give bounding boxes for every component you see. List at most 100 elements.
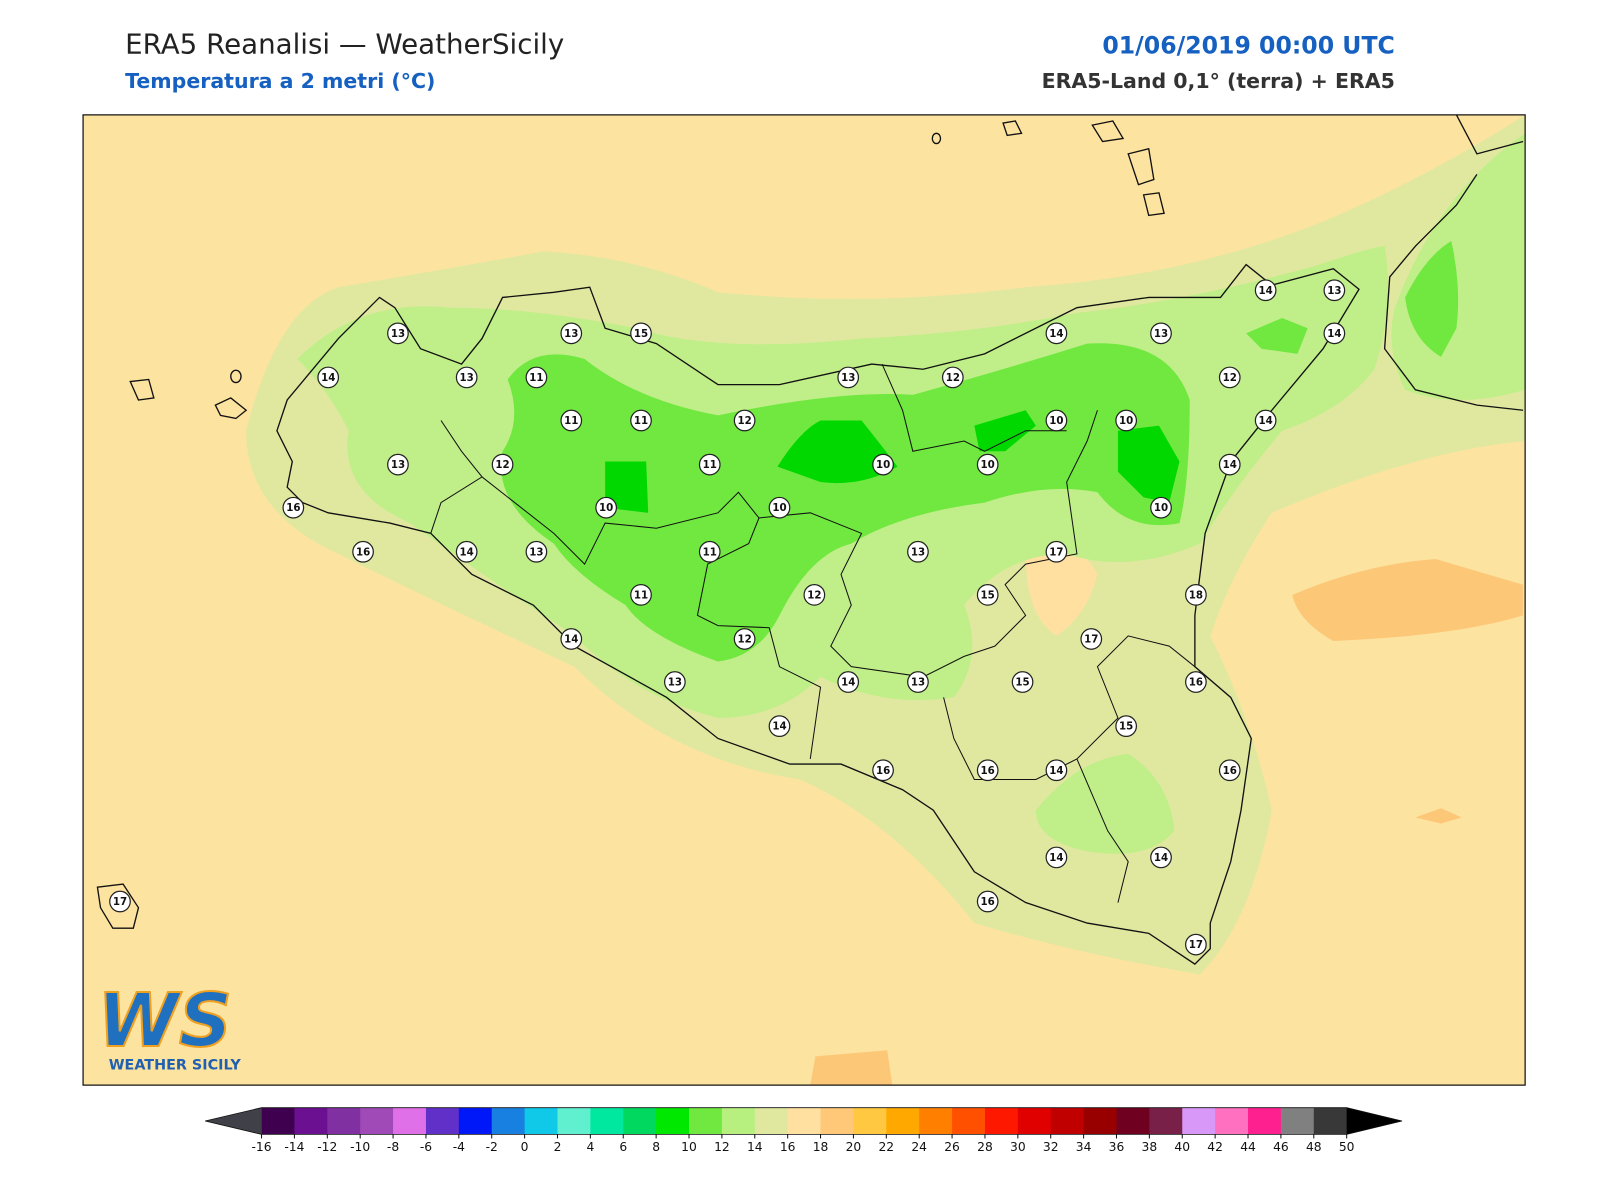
colorbar-tick-label: -2 (486, 1140, 498, 1154)
island (230, 369, 242, 384)
station-value: 13 (529, 546, 543, 558)
colorbar-swatch (261, 1107, 295, 1135)
colorbar-tick-label: -16 (251, 1140, 271, 1154)
colorbar-swatch (327, 1107, 361, 1135)
colorbar-tick-label: 8 (652, 1140, 660, 1154)
station-value: 16 (286, 502, 300, 514)
station-marker (768, 715, 791, 738)
station-value: 15 (1119, 721, 1133, 733)
field-16-18 (1025, 547, 1098, 636)
station-value: 15 (634, 328, 648, 340)
field-8-10 (777, 420, 898, 484)
station-marker (1323, 279, 1346, 302)
colorbar-swatch (458, 1107, 493, 1135)
station-marker (595, 496, 618, 519)
station-value: 16 (876, 765, 890, 777)
colorbar-swatch (1313, 1107, 1348, 1135)
colorbar-swatch (623, 1107, 657, 1135)
station-marker (1045, 846, 1068, 869)
station-marker (941, 366, 964, 389)
subtitle: Temperatura a 2 metri (°C) (125, 69, 435, 93)
field-8-10 (605, 461, 649, 513)
island (1091, 120, 1125, 143)
station-value: 13 (911, 677, 925, 689)
station-marker (317, 366, 340, 389)
warm-area (810, 1050, 893, 1086)
colorbar-tick-label: -8 (387, 1140, 399, 1154)
colorbar-tick-label: 42 (1207, 1140, 1223, 1154)
colorbar-swatch (1248, 1107, 1282, 1135)
station-marker (282, 496, 305, 519)
colorbar-swatch (360, 1107, 394, 1135)
station-value: 14 (460, 546, 474, 558)
colorbar-swatch (721, 1107, 756, 1135)
station-value: 14 (772, 721, 786, 733)
colorbar-swatch (491, 1107, 526, 1135)
station-marker (907, 540, 929, 563)
colorbar-tick-label: 12 (714, 1140, 730, 1154)
colorbar-swatch (1182, 1107, 1216, 1135)
sicily-coast (276, 263, 1360, 965)
station-marker (768, 496, 791, 519)
station-marker (698, 453, 721, 476)
station-marker (976, 583, 999, 606)
station-marker (1254, 279, 1277, 302)
station-marker (1218, 366, 1241, 389)
field-10-12 (1405, 241, 1459, 357)
station-marker (1254, 409, 1277, 432)
colorbar-tick-label: 6 (619, 1140, 627, 1154)
colorbar-tick-label: 0 (521, 1140, 529, 1154)
map-frame (82, 114, 1526, 1086)
station-marker (976, 759, 999, 782)
island (129, 378, 155, 401)
logo-text: WEATHER SICILY (109, 1058, 242, 1074)
colorbar-swatch (919, 1107, 953, 1135)
station-marker (1045, 409, 1068, 432)
station-value: 13 (460, 372, 474, 384)
colorbar-tick-label: 26 (944, 1140, 960, 1154)
colorbar-tick-label: -10 (350, 1140, 370, 1154)
station-value: 16 (1223, 765, 1237, 777)
source: ERA5-Land 0,1° (terra) + ERA5 (1042, 69, 1395, 93)
station-marker (491, 453, 514, 476)
station-value: 10 (772, 502, 786, 514)
island (931, 132, 942, 145)
station-marker (1150, 496, 1172, 519)
provincial-borders (430, 363, 1196, 903)
station-value: 15 (1015, 677, 1029, 689)
station-marker (1218, 453, 1241, 476)
station-marker (1185, 671, 1207, 693)
colorbar-swatch (1017, 1107, 1052, 1135)
station-value: 11 (703, 546, 717, 558)
station-value: 10 (1119, 415, 1133, 427)
station-value: 14 (1049, 328, 1063, 340)
colorbar-tick-label: 18 (813, 1140, 829, 1154)
station-value: 14 (1049, 765, 1063, 777)
colorbar-tick-label: 44 (1240, 1140, 1256, 1154)
station-marker (560, 628, 583, 650)
station-value: 16 (981, 765, 995, 777)
logo-mark: WS (97, 978, 232, 1064)
warm-area (1415, 808, 1462, 824)
station-value: 12 (737, 633, 751, 645)
colorbar: -16 -14 -12 -10 -8 -6 -4 -2 0 2 4 6 8 10 12 14 16 18 20 22 2… (205, 1107, 1403, 1154)
colorbar-tick-label: 22 (878, 1140, 894, 1154)
station-marker (733, 628, 756, 650)
colorbar-tick-label: 32 (1043, 1140, 1059, 1154)
station-marker (837, 671, 860, 693)
station-value: 14 (1223, 459, 1237, 471)
station-value: 10 (1154, 502, 1168, 514)
colorbar-tick-label: 48 (1306, 1140, 1322, 1154)
station-marker (1150, 322, 1172, 345)
colorbar-swatch (754, 1107, 789, 1135)
colorbar-swatch (656, 1107, 690, 1135)
colorbar-tick-label: -14 (284, 1140, 304, 1154)
station-marker (1323, 322, 1346, 345)
colorbar-tick-label: 16 (780, 1140, 796, 1154)
colorbar-swatch (1149, 1107, 1183, 1135)
station-marker (698, 540, 721, 563)
station-marker (525, 540, 548, 563)
station-marker (872, 759, 894, 782)
station-marker (630, 409, 652, 432)
